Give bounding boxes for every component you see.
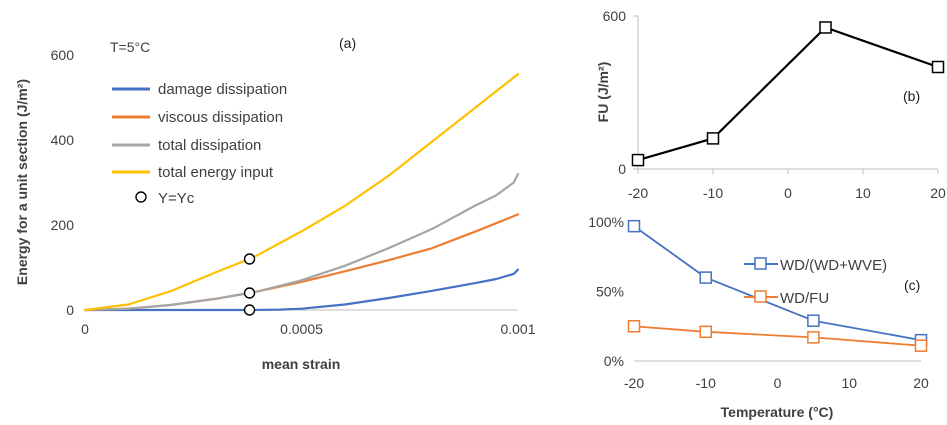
chart-b-y-tick-label: 600 <box>603 8 627 24</box>
chart-c-x-tick-label: -10 <box>696 375 716 391</box>
chart-c: 0% 50% 100% -20 -10 0 10 20 Temperature (°C) (c… <box>588 214 929 420</box>
chart-a-annotation: T=5°C <box>110 39 150 55</box>
chart-c-series-wd-wd-wve-point <box>699 271 712 284</box>
legend-label-wd-fu: WD/FU <box>780 290 829 307</box>
chart-a-series-viscous-dissipation-line <box>83 213 520 312</box>
chart-b-series-series-line <box>636 26 940 162</box>
legend-label-viscous-dissipation: viscous dissipation <box>158 109 283 126</box>
chart-c-x-tick-label: 20 <box>913 375 929 391</box>
chart-c-legend: WD/(WD+WVE) WD/FU <box>744 257 887 307</box>
chart-b-series-series-point <box>631 153 645 167</box>
chart-a-x-axis-title: mean strain <box>262 356 341 372</box>
chart-a-series-total-energy-input-line <box>83 72 520 312</box>
chart-b-y-tick-label: 0 <box>618 161 626 177</box>
chart-a: 0 200 400 600 0 0.0005 0.001 mean strain Energ… <box>14 35 536 372</box>
legend-label-damage-dissipation: damage dissipation <box>158 81 287 98</box>
legend-label-total-dissipation: total dissipation <box>158 137 261 154</box>
chart-a-series-damage-dissipation-line <box>83 268 520 312</box>
chart-c-y-tick-label: 100% <box>588 214 624 230</box>
chart-b-x-tick-label: 20 <box>930 185 946 201</box>
chart-c-series-wd-fu-line <box>633 325 922 347</box>
chart-a-y-tick-label: 400 <box>51 132 75 148</box>
chart-c-series-wd-fu-point <box>807 331 820 344</box>
chart-b-x-tick-label: 0 <box>784 185 792 201</box>
chart-b-x-tick-label: -20 <box>628 185 648 201</box>
chart-a-marker-y-yc <box>243 287 256 299</box>
chart-a-panel-label: (a) <box>339 35 356 51</box>
legend-label-wd-ratio: WD/(WD+WVE) <box>780 257 887 274</box>
chart-c-series-wd-fu-point <box>627 320 641 333</box>
chart-b-panel-label: (b) <box>903 88 920 104</box>
legend-label-total-energy-input: total energy input <box>158 164 274 181</box>
chart-c-y-tick-label: 50% <box>596 284 624 300</box>
chart-a-y-tick-label: 0 <box>66 302 74 318</box>
chart-a-y-tick-label: 200 <box>51 217 75 233</box>
legend-marker-y-yc <box>135 191 147 203</box>
chart-b-series-series-point <box>819 21 832 34</box>
chart-c-x-tick-label: -20 <box>624 375 644 391</box>
chart-c-y-tick-label: 0% <box>604 353 624 369</box>
chart-a-x-tick-label: 0.001 <box>500 321 535 337</box>
chart-c-series-wd-wd-wve-point <box>627 219 641 233</box>
chart-c-panel-label: (c) <box>904 277 920 293</box>
chart-a-x-tick-label: 0.0005 <box>280 321 323 337</box>
legend-marker-wd-ratio <box>754 257 767 270</box>
chart-a-x-tick-label: 0 <box>81 321 89 337</box>
chart-b-y-axis-title: FU (J/m²) <box>595 62 611 123</box>
chart-a-series-total-dissipation-line <box>83 172 520 312</box>
chart-c-series-wd-wd-wve-point <box>807 314 820 327</box>
chart-a-y-tick-label: 600 <box>51 47 75 63</box>
chart-b: 0 600 -20 -10 0 10 20 FU (J/m²) (b) <box>595 8 946 201</box>
legend-label-y-yc: Y=Yc <box>158 190 195 207</box>
chart-a-marker-y-yc <box>243 253 256 265</box>
legend-marker-wd-fu <box>754 290 767 303</box>
chart-c-series-wd-wd-wve-line <box>633 225 922 342</box>
chart-c-x-axis-title: Temperature (°C) <box>721 404 834 420</box>
chart-a-y-axis-title: Energy for a unit section (J/m²) <box>14 79 30 285</box>
chart-a-legend: damage dissipation viscous dissipation t… <box>112 81 287 207</box>
chart-b-series-series-point <box>706 132 720 145</box>
chart-a-marker-y-yc <box>243 304 256 316</box>
chart-c-series-wd-fu-point <box>699 325 712 339</box>
chart-c-series-wd-fu-point <box>914 339 928 352</box>
chart-b-x-tick-label: -10 <box>703 185 723 201</box>
chart-c-x-tick-label: 0 <box>774 375 782 391</box>
chart-c-x-tick-label: 10 <box>841 375 857 391</box>
chart-b-series-series-point <box>931 60 945 74</box>
chart-b-x-tick-label: 10 <box>855 185 871 201</box>
